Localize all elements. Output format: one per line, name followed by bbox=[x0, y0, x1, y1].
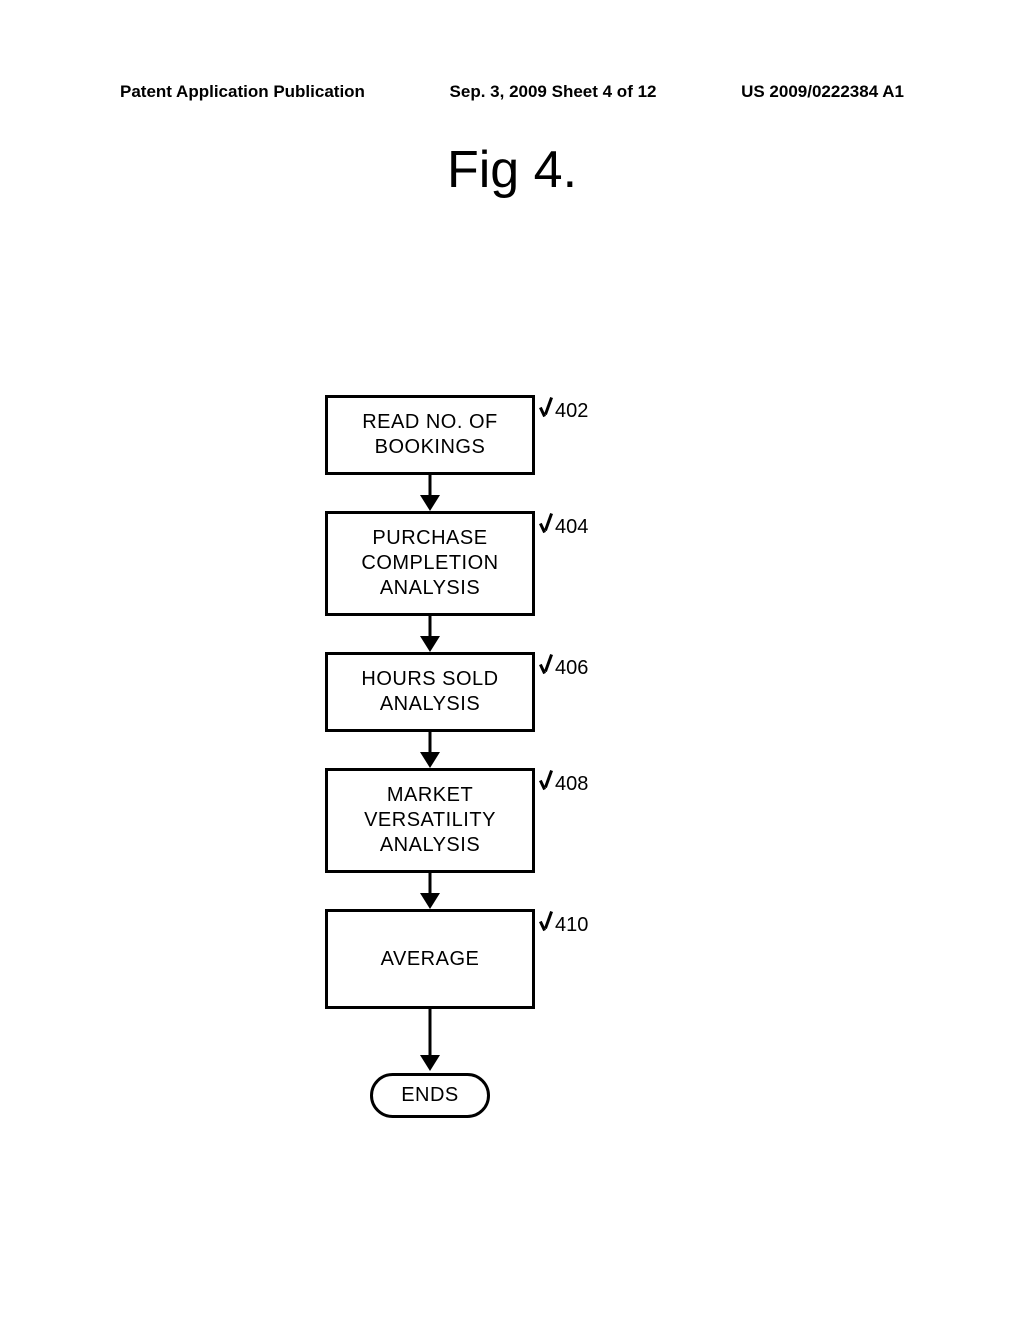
flowchart: READ NO. OF BOOKINGS 402 PURCHASE COMPLE… bbox=[325, 395, 705, 1118]
flow-ref-label: 404 bbox=[541, 513, 588, 539]
ref-number: 402 bbox=[555, 400, 588, 422]
flow-box-line: MARKET bbox=[334, 783, 526, 808]
ref-number: 404 bbox=[555, 516, 588, 538]
flow-box-line: BOOKINGS bbox=[334, 435, 526, 460]
page-header: Patent Application Publication Sep. 3, 2… bbox=[0, 82, 1024, 102]
header-right: US 2009/0222384 A1 bbox=[741, 82, 904, 102]
flow-box-line: HOURS SOLD bbox=[334, 667, 526, 692]
flow-box: MARKET VERSATILITY ANALYSIS bbox=[325, 768, 535, 873]
flow-box-line: ANALYSIS bbox=[334, 833, 526, 858]
flow-box-line: COMPLETION bbox=[334, 551, 526, 576]
flow-node-406: HOURS SOLD ANALYSIS 406 bbox=[325, 652, 705, 732]
flow-ref-label: 408 bbox=[541, 770, 588, 796]
flow-terminator: ENDS bbox=[370, 1073, 490, 1118]
flow-node-410: AVERAGE 410 bbox=[325, 909, 705, 1009]
flow-ref-label: 402 bbox=[541, 397, 588, 423]
flow-box: AVERAGE bbox=[325, 909, 535, 1009]
leader-line-icon bbox=[541, 913, 555, 933]
flow-box: HOURS SOLD ANALYSIS bbox=[325, 652, 535, 732]
flow-ref-label: 406 bbox=[541, 654, 588, 680]
arrow-down-icon bbox=[325, 616, 535, 652]
leader-line-icon bbox=[541, 656, 555, 676]
flow-node-402: READ NO. OF BOOKINGS 402 bbox=[325, 395, 705, 475]
flow-ref-label: 410 bbox=[541, 911, 588, 937]
header-left: Patent Application Publication bbox=[120, 82, 365, 102]
flow-box-line: ANALYSIS bbox=[334, 576, 526, 601]
arrow-down-icon bbox=[325, 873, 535, 909]
flow-box-line: VERSATILITY bbox=[334, 808, 526, 833]
flow-node-408: MARKET VERSATILITY ANALYSIS 408 bbox=[325, 768, 705, 873]
flow-box-line: AVERAGE bbox=[381, 947, 480, 972]
flow-terminator-label: ENDS bbox=[401, 1084, 459, 1106]
leader-line-icon bbox=[541, 772, 555, 792]
flow-box-line: PURCHASE bbox=[334, 526, 526, 551]
ref-number: 408 bbox=[555, 773, 588, 795]
leader-line-icon bbox=[541, 515, 555, 535]
arrow-down-icon bbox=[325, 732, 535, 768]
leader-line-icon bbox=[541, 399, 555, 419]
flow-box: READ NO. OF BOOKINGS bbox=[325, 395, 535, 475]
arrow-down-icon bbox=[325, 475, 535, 511]
header-center: Sep. 3, 2009 Sheet 4 of 12 bbox=[450, 82, 657, 102]
ref-number: 406 bbox=[555, 657, 588, 679]
figure-title: Fig 4. bbox=[0, 140, 1024, 200]
arrow-down-icon bbox=[325, 1009, 535, 1073]
flow-box: PURCHASE COMPLETION ANALYSIS bbox=[325, 511, 535, 616]
ref-number: 410 bbox=[555, 914, 588, 936]
flow-box-line: READ NO. OF bbox=[334, 410, 526, 435]
flow-node-404: PURCHASE COMPLETION ANALYSIS 404 bbox=[325, 511, 705, 616]
flow-box-line: ANALYSIS bbox=[334, 692, 526, 717]
flow-node-ends: ENDS bbox=[325, 1073, 535, 1118]
